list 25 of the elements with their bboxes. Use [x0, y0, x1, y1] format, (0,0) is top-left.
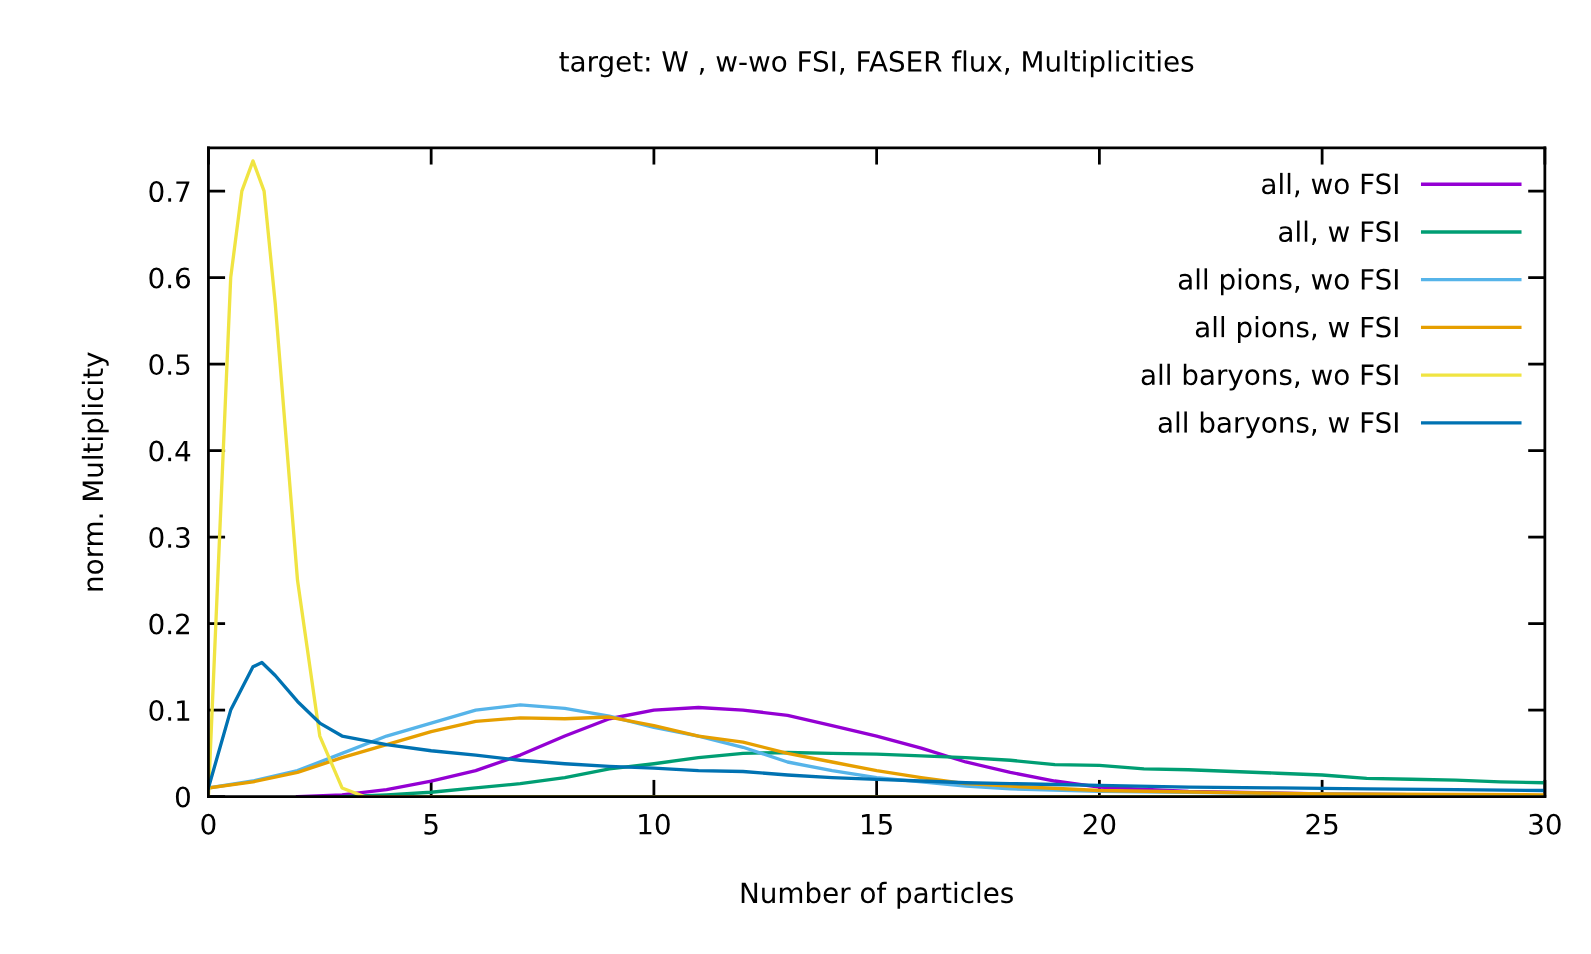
y-tick-label: 0.6 [149, 267, 191, 289]
legend-label: all pions, wo FSI [1178, 268, 1398, 296]
x-tick-label: 15 [862, 814, 892, 835]
x-tick-label: 25 [1306, 813, 1338, 835]
x-tick-label: 30 [1529, 813, 1561, 835]
y-tick-label: 0.1 [149, 700, 190, 722]
line-series [208, 660, 1545, 793]
legend-label: all baryons, w FSI [1158, 411, 1398, 439]
legend-label: all, w FSI [1279, 220, 1398, 245]
y-tick-label: 0 [175, 786, 190, 808]
y-tick-label: 0.2 [149, 613, 189, 635]
y-tick-label: 0.5 [149, 354, 190, 376]
legend-label: all, wo FSI [1262, 172, 1398, 198]
chart-title: target: W , w-wo FSI, FASER flux, Multiplicities [559, 50, 1194, 78]
legend-label: all pions, w FSI [1195, 316, 1398, 343]
x-axis-title: Number of particles [741, 881, 1013, 909]
y-axis-title: norm. Multiplicity [81, 352, 109, 591]
y-tick-label: 0.3 [149, 527, 190, 549]
y-tick-label: 0.4 [149, 440, 191, 462]
x-tick-label: 10 [639, 813, 670, 835]
x-tick-label: 0 [201, 813, 216, 835]
legend-label: all baryons, wo FSI [1141, 363, 1398, 391]
y-tick-label: 0.7 [149, 181, 190, 203]
x-tick-label: 5 [424, 814, 438, 835]
x-tick-label: 20 [1083, 813, 1116, 835]
